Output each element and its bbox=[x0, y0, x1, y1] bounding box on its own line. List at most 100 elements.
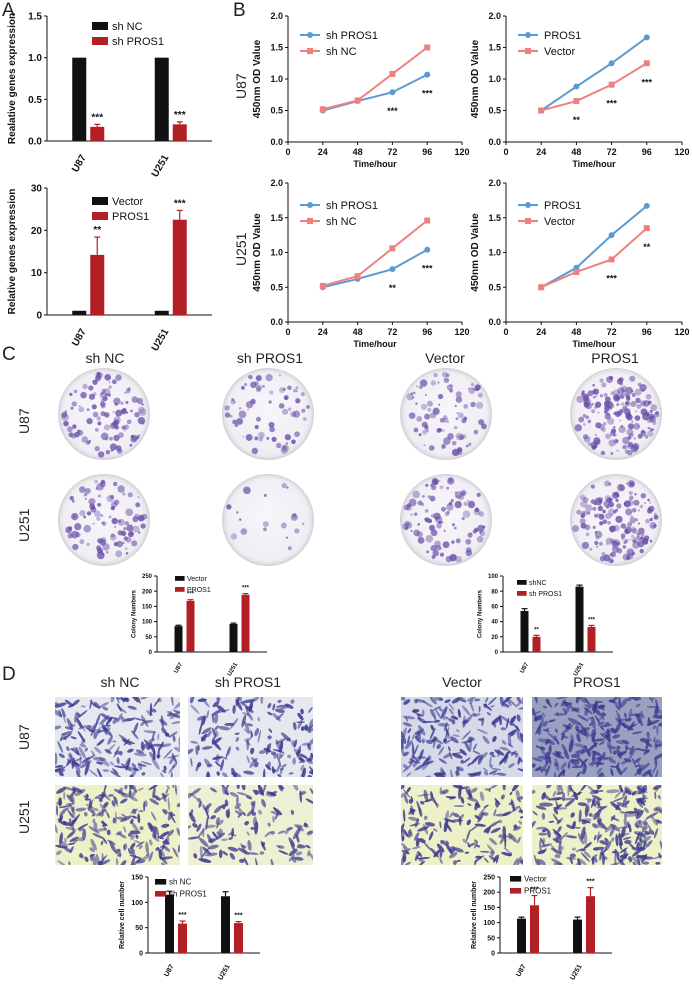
b4-x-tick-label: 120 bbox=[674, 327, 689, 337]
migrated-cell bbox=[556, 791, 564, 795]
colony bbox=[109, 494, 115, 500]
colony bbox=[621, 389, 625, 393]
migrated-cell bbox=[135, 749, 144, 754]
colony bbox=[429, 495, 436, 502]
migrated-cell bbox=[214, 713, 219, 724]
colony bbox=[438, 479, 441, 482]
colony bbox=[80, 391, 87, 399]
migrated-cell bbox=[634, 757, 642, 763]
colony-stain bbox=[226, 482, 305, 551]
migrated-cell bbox=[129, 785, 132, 792]
colony bbox=[100, 432, 109, 441]
b4-x-axis-label: Time/hour bbox=[572, 339, 616, 349]
migrated-cell bbox=[588, 812, 593, 817]
migrated-cell bbox=[188, 748, 194, 755]
c1-legend-label: PROS1 bbox=[187, 587, 211, 594]
b4-y-tick-label: 2.0 bbox=[488, 178, 501, 188]
migrated-cell bbox=[538, 832, 548, 836]
colony bbox=[643, 537, 649, 544]
migrated-cell bbox=[580, 758, 587, 768]
colony bbox=[631, 392, 636, 397]
migrated-cell bbox=[546, 829, 551, 838]
migrated-cell bbox=[294, 856, 304, 861]
migrated-cell bbox=[569, 786, 576, 795]
colony bbox=[70, 406, 74, 410]
migrated-cell bbox=[254, 728, 260, 737]
migrated-cell bbox=[433, 719, 441, 723]
migrated-cell bbox=[431, 705, 442, 712]
migrated-cell bbox=[308, 852, 313, 863]
colony bbox=[276, 442, 282, 449]
migrated-cell bbox=[424, 799, 432, 803]
colony bbox=[633, 437, 636, 440]
colony bbox=[236, 417, 244, 425]
migrated-cell bbox=[114, 765, 127, 769]
migrated-cell bbox=[630, 713, 641, 716]
colony bbox=[630, 390, 634, 393]
colony bbox=[576, 395, 584, 403]
colony bbox=[292, 410, 301, 418]
migrated-cell-stain bbox=[532, 785, 662, 865]
migrated-cell bbox=[488, 770, 498, 775]
migrated-cell bbox=[169, 711, 180, 720]
migrated-cell bbox=[554, 702, 559, 707]
colony bbox=[123, 527, 127, 531]
migrated-cell bbox=[69, 817, 78, 827]
colony bbox=[446, 503, 454, 511]
d2-bar-vector bbox=[573, 919, 582, 953]
migrated-cell bbox=[492, 735, 497, 743]
b3-legend-label: sh NC bbox=[326, 216, 357, 228]
b3-legend-marker bbox=[307, 202, 313, 208]
c2-y-tick-label: 20 bbox=[491, 635, 498, 641]
colony bbox=[443, 417, 449, 423]
migrated-cell bbox=[615, 765, 622, 776]
migrated-cell bbox=[571, 847, 576, 851]
migrated-cell bbox=[265, 792, 276, 797]
d2-legend-swatch bbox=[510, 888, 522, 894]
migrated-cell bbox=[55, 702, 67, 708]
migrated-cell bbox=[311, 770, 313, 775]
migrated-cell bbox=[421, 739, 425, 744]
colony bbox=[634, 518, 639, 522]
migrated-cell bbox=[265, 742, 272, 755]
colony bbox=[637, 382, 642, 387]
colony bbox=[622, 444, 628, 450]
colony bbox=[633, 499, 640, 506]
colony bbox=[79, 509, 86, 517]
colony bbox=[94, 479, 98, 484]
migrated-cell bbox=[652, 785, 662, 790]
migrated-cell bbox=[518, 796, 523, 800]
migrated-cell bbox=[570, 753, 581, 758]
migrated-cell bbox=[112, 817, 116, 824]
migrated-cell bbox=[516, 856, 522, 865]
migrated-cell bbox=[501, 740, 507, 745]
migrated-cell bbox=[642, 835, 652, 843]
colony bbox=[579, 494, 586, 501]
colony bbox=[463, 404, 469, 409]
migrated-cell bbox=[567, 762, 571, 769]
migrated-cell bbox=[61, 730, 73, 736]
migrated-cell bbox=[578, 809, 582, 823]
b4-point-vector bbox=[643, 225, 650, 232]
migrated-cell bbox=[489, 756, 492, 766]
colony bbox=[639, 548, 644, 554]
colony bbox=[282, 408, 289, 415]
migrated-cell bbox=[57, 740, 64, 754]
migrated-cell bbox=[615, 804, 620, 811]
d1-bar-shnc bbox=[221, 896, 230, 953]
colony bbox=[283, 395, 289, 401]
migrated-cell bbox=[432, 737, 437, 749]
colony bbox=[268, 421, 275, 428]
migrated-cell bbox=[263, 785, 268, 793]
colony bbox=[620, 523, 627, 529]
migrated-cell bbox=[420, 800, 425, 805]
migrated-cell bbox=[452, 847, 464, 853]
migrated-cell bbox=[402, 846, 409, 854]
colony bbox=[425, 428, 430, 433]
migrated-cell bbox=[442, 716, 448, 720]
migrated-cell bbox=[123, 718, 135, 722]
migrated-cell bbox=[75, 770, 82, 777]
migrated-cell bbox=[67, 810, 74, 819]
colony bbox=[265, 374, 273, 382]
migrated-cell bbox=[612, 750, 617, 755]
